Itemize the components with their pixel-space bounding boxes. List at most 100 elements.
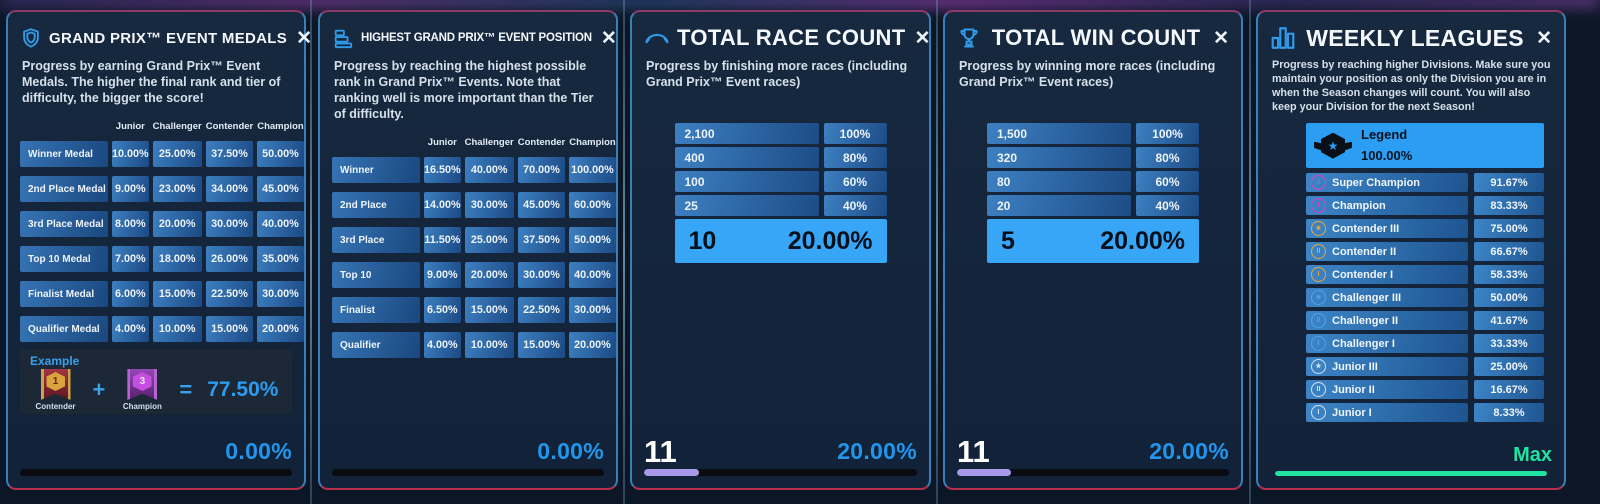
table-cell: 16.50% <box>424 157 461 183</box>
table-cell: 15.00% <box>464 297 514 323</box>
tier-list: 2,100 100% 400 80% 100 60% 25 40% 10 20.00% <box>674 123 887 263</box>
tier-row: 20 40% <box>987 195 1199 216</box>
current-tier-percent: 20.00% <box>1100 226 1185 255</box>
division-badge-icon: ★ <box>1311 290 1326 306</box>
table-cell: 22.50% <box>517 297 566 323</box>
panel-grand-prix-event-medals: GRAND PRIX™ EVENT MEDALS ✕ Progress by e… <box>6 10 312 490</box>
table-cell: 35.00% <box>257 246 304 272</box>
tier-row: 400 80% <box>674 147 887 168</box>
close-icon[interactable]: ✕ <box>1536 27 1552 49</box>
tier-row: 25 40% <box>674 195 887 216</box>
row-label: Winner Medal <box>20 141 108 167</box>
close-icon[interactable]: ✕ <box>296 27 312 49</box>
column-header: Contender <box>205 121 254 132</box>
table-cell: 30.00% <box>569 297 616 323</box>
progress-section: Max <box>1270 444 1552 476</box>
panel-total-win-count: TOTAL WIN COUNT ✕ Progress by winning mo… <box>943 10 1243 490</box>
panel-header: HIGHEST GRAND PRIX™ EVENT POSITION ✕ <box>332 20 617 56</box>
close-icon[interactable]: ✕ <box>600 27 617 49</box>
race-count: 11 <box>644 433 677 469</box>
table-cell: 30.00% <box>464 192 514 218</box>
row-label: 3rd Place <box>332 227 420 253</box>
panel-title: WEEKLY LEAGUES <box>1306 24 1524 51</box>
background-glow <box>0 0 1600 8</box>
table-cell: 22.50% <box>205 281 254 307</box>
division-badge-icon: II <box>1311 313 1326 329</box>
progress-bar <box>332 469 604 476</box>
current-tier: 10 20.00% <box>674 219 887 263</box>
row-label: Finalist <box>332 297 420 323</box>
progress-section: 11 20.00% <box>957 435 1229 476</box>
division-row: II Contender II 66.67% <box>1306 242 1544 262</box>
division-row: II Challenger II 41.67% <box>1306 311 1544 331</box>
tier-row: 80 60% <box>987 171 1199 192</box>
division-badge-icon: ★ <box>1311 221 1326 237</box>
table-cell: 40.00% <box>569 262 616 288</box>
row-label: Top 10 Medal <box>20 246 108 272</box>
division-list: II Super Champion 91.67% I Champion 83.33%… <box>1270 173 1552 423</box>
plus-sign: + <box>92 377 106 402</box>
division-row: I Challenger I 33.33% <box>1306 334 1544 354</box>
panel-title: GRAND PRIX™ EVENT MEDALS <box>49 29 288 47</box>
row-label: Qualifier Medal <box>20 316 108 342</box>
column-header: Challenger <box>464 137 514 148</box>
table-cell: 18.00% <box>152 246 202 272</box>
close-icon[interactable]: ✕ <box>914 27 931 49</box>
column-header: Challenger <box>152 121 202 132</box>
table-cell: 70.00% <box>517 157 566 183</box>
panel-weekly-leagues: WEEKLY LEAGUES ✕ Progress by reaching hi… <box>1256 10 1566 490</box>
table-cell: 23.00% <box>152 176 202 202</box>
panel-title: HIGHEST GRAND PRIX™ EVENT POSITION <box>361 32 592 44</box>
panel-description: Progress by winning more races (includin… <box>959 59 1216 89</box>
medal-caption: Contender <box>35 402 76 411</box>
table-cell: 25.00% <box>152 141 202 167</box>
panel-separator <box>310 0 312 504</box>
table-cell: 20.00% <box>464 262 514 288</box>
table-cell: 37.50% <box>205 141 254 167</box>
panel-header: WEEKLY LEAGUES ✕ <box>1270 20 1552 56</box>
table-cell: 14.00% <box>424 192 461 218</box>
table-cell: 8.00% <box>112 211 149 237</box>
panel-header: TOTAL WIN COUNT ✕ <box>957 20 1229 56</box>
division-name: Legend <box>1361 127 1408 143</box>
table-cell: 40.00% <box>257 211 304 237</box>
table-cell: 50.00% <box>569 227 616 253</box>
panel-description: Progress by earning Grand Prix™ Event Me… <box>22 59 281 105</box>
panel-separator <box>623 0 625 504</box>
division-badge-icon: II <box>1311 244 1326 260</box>
progress-bar <box>1275 471 1547 476</box>
example-result: 77.50% <box>207 378 279 401</box>
progress-percent: 0.00% <box>537 438 604 464</box>
table-cell: 4.00% <box>112 316 149 342</box>
row-label: 2nd Place Medal <box>20 176 108 202</box>
progress-bar <box>644 469 917 476</box>
division-badge-icon: I <box>1311 267 1326 283</box>
close-icon[interactable]: ✕ <box>1213 27 1229 49</box>
division-row: I Champion 83.33% <box>1306 196 1544 216</box>
panel-description: Progress by finishing more races (includ… <box>646 59 908 89</box>
table-cell: 15.00% <box>152 281 202 307</box>
finish-banner-icon <box>644 25 670 51</box>
bar-chart-icon <box>1270 25 1296 51</box>
panel-separator <box>936 0 938 504</box>
table-cell: 15.00% <box>205 316 254 342</box>
table-cell: 26.00% <box>205 246 254 272</box>
table-cell: 7.00% <box>112 246 149 272</box>
division-row: I Contender I 58.33% <box>1306 265 1544 285</box>
table-cell: 10.00% <box>464 332 514 358</box>
progress-max-label: Max <box>1513 444 1552 466</box>
panel-title: TOTAL RACE COUNT <box>677 25 906 50</box>
panel-description: Progress by reaching the highest possibl… <box>334 59 594 121</box>
table-cell: 100.00% <box>569 157 616 183</box>
position-table: Junior Challenger Contender Champion Win… <box>332 137 616 358</box>
table-cell: 9.00% <box>424 262 461 288</box>
table-cell: 20.00% <box>569 332 616 358</box>
legend-badge-icon: ★ <box>1314 132 1352 159</box>
table-cell: 9.00% <box>112 176 149 202</box>
division-badge-icon: I <box>1311 405 1326 421</box>
row-label: Top 10 <box>332 262 420 288</box>
division-row-legend: ★ Legend 100.00% <box>1306 123 1544 169</box>
current-tier-value: 10 <box>688 226 717 255</box>
progress-bar <box>20 469 292 476</box>
table-cell: 11.50% <box>424 227 461 253</box>
